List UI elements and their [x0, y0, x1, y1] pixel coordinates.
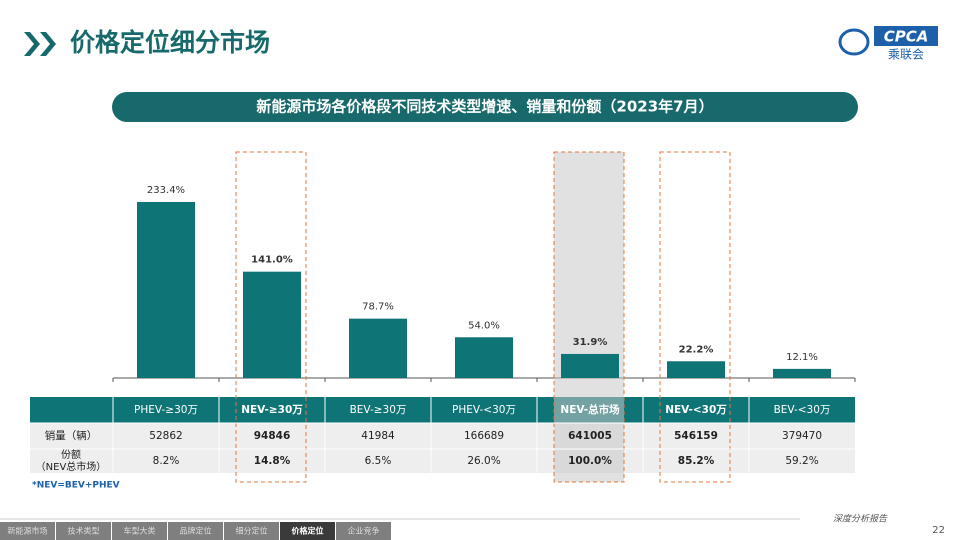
nav-item [56, 522, 111, 540]
bar [137, 202, 195, 378]
table-cell: 85.2% [678, 455, 715, 467]
chevron-icon [24, 32, 56, 56]
bar [243, 271, 301, 378]
table-cell: 52862 [149, 430, 182, 442]
nav-item [280, 522, 335, 540]
nav-item [0, 522, 55, 540]
chart-title: 新能源市场各价格段不同技术类型增速、销量和份额（2023年7月） [256, 98, 713, 116]
data-label: 141.0% [251, 255, 293, 266]
nav-label: 新能源市场 [8, 526, 48, 536]
nav-label: 车型大类 [124, 526, 156, 536]
nav-label: 细分定位 [236, 526, 268, 536]
highlight-box [553, 151, 625, 483]
nav-item [336, 522, 391, 540]
logo-sub: 乘联会 [888, 48, 924, 62]
table-cell: 641005 [568, 430, 612, 442]
nav-label: 品牌定位 [180, 526, 212, 536]
table-header: PHEV-≥30万 [134, 404, 198, 416]
table-cell: 26.0% [467, 455, 500, 467]
table-cell: 379470 [782, 430, 822, 442]
logo-text: CPCA [884, 28, 929, 46]
table-header: BEV-≥30万 [350, 404, 407, 416]
page-number: 22 [932, 525, 945, 536]
row-header: （NEV总市场） [36, 460, 107, 473]
bar [455, 337, 513, 378]
table-cell: 59.2% [785, 455, 818, 467]
table-cell: 100.0% [568, 455, 612, 467]
table-cell: 94846 [254, 430, 291, 442]
data-label: 22.2% [679, 344, 714, 355]
data-label: 12.1% [786, 352, 818, 363]
table-header: NEV-<30万 [665, 404, 727, 416]
nav-label: 价格定位 [292, 526, 324, 536]
table-cell: 6.5% [365, 455, 392, 467]
table-cell: 166689 [464, 430, 504, 442]
table-cell: 41984 [361, 430, 395, 442]
page-title: 价格定位细分市场 [70, 28, 270, 57]
table-header: NEV-≥30万 [241, 404, 303, 416]
bar [561, 353, 619, 378]
table-header: NEV-总市场 [560, 403, 620, 416]
bar [773, 368, 831, 378]
chart-banner [112, 92, 858, 122]
logo-box [874, 26, 938, 46]
logo-mark [838, 28, 870, 56]
data-label: 233.4% [147, 185, 185, 196]
table-header: PHEV-<30万 [452, 404, 516, 416]
table-cell: 8.2% [153, 455, 180, 467]
footnote: *NEV=BEV+PHEV [32, 481, 120, 491]
bar [667, 361, 725, 378]
data-label: 54.0% [468, 320, 500, 331]
row-header: 份额 [61, 448, 81, 461]
row-header: 销量（辆） [45, 429, 98, 442]
bar [349, 318, 407, 378]
nav-item [168, 522, 223, 540]
highlight-box [235, 151, 307, 483]
nav-item [112, 522, 167, 540]
data-label: 31.9% [573, 337, 608, 348]
footer-tagline: 深度分析报告 [833, 514, 888, 525]
highlight-box [659, 151, 731, 483]
nav-label: 企业竞争 [348, 526, 380, 536]
table-header: BEV-<30万 [774, 404, 831, 416]
data-label: 78.7% [362, 302, 394, 313]
table-cell: 546159 [674, 430, 718, 442]
nav-label: 技术类型 [68, 526, 100, 536]
table-header-bg [30, 397, 855, 423]
table-cell: 14.8% [254, 455, 291, 467]
nav-item [224, 522, 279, 540]
